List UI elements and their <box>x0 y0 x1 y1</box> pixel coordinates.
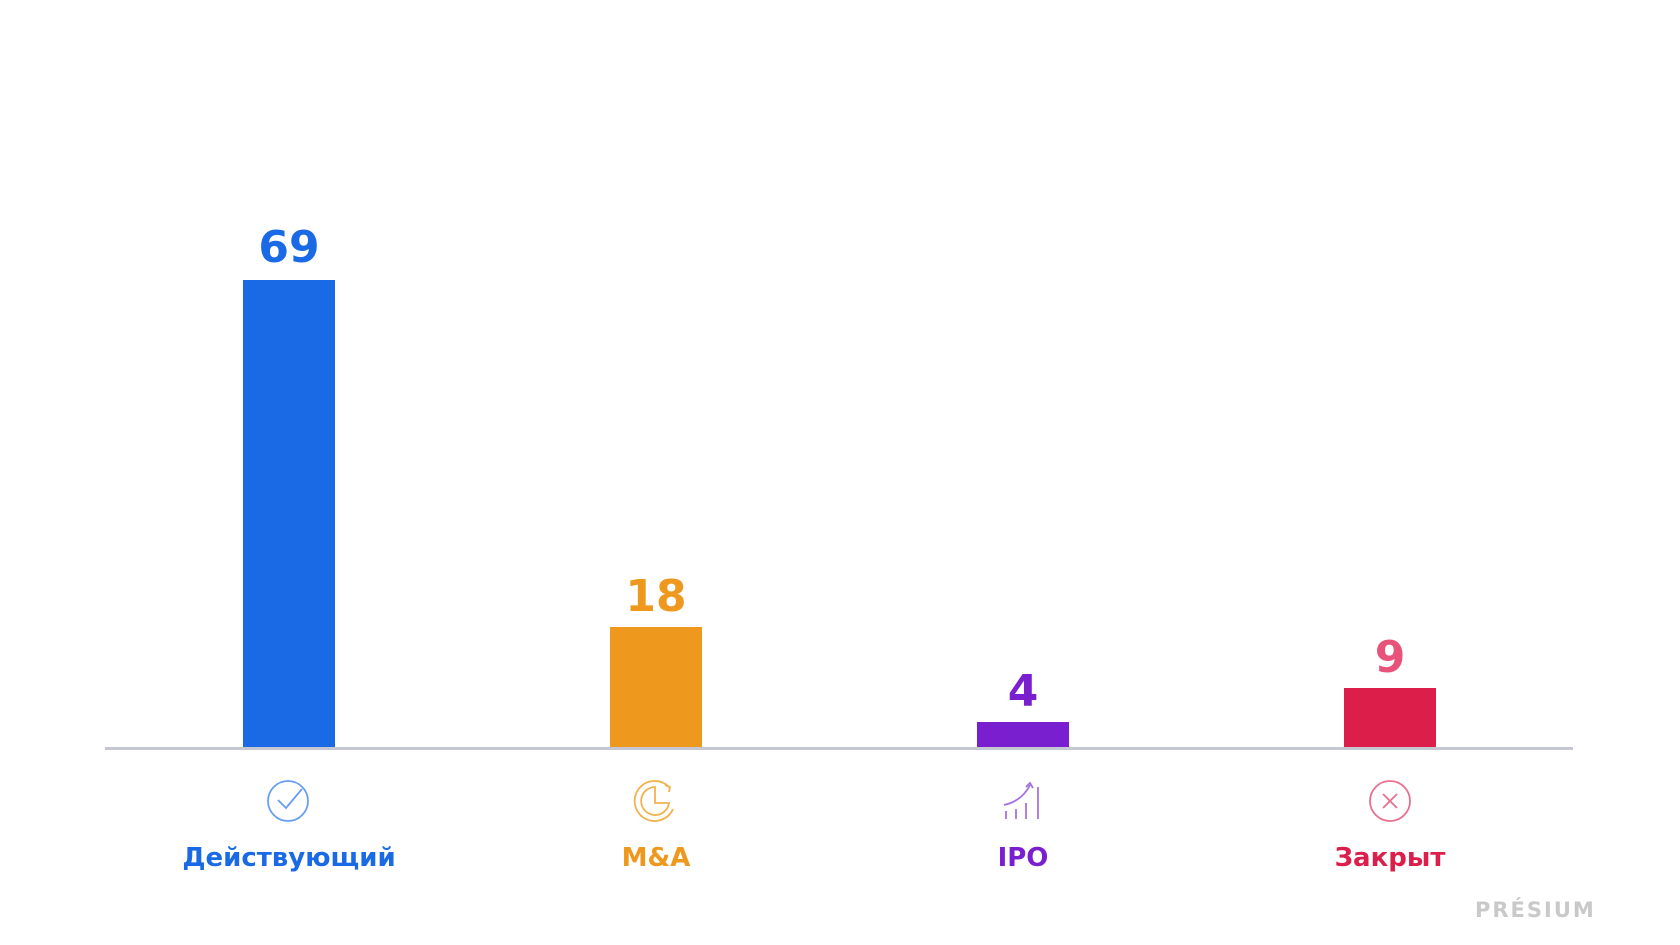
category-label-ipo: IPO <box>997 843 1049 873</box>
bar-closed <box>1344 688 1436 747</box>
category-label-ma: M&A <box>621 843 691 873</box>
bar-active <box>243 280 335 747</box>
brand-logo: PRÉSIUM <box>1475 898 1596 922</box>
bar-ma <box>610 627 702 747</box>
category-label-active: Действующий <box>182 843 396 873</box>
value-label-active: 69 <box>258 222 320 273</box>
bar-ipo <box>977 722 1069 747</box>
pie-chart-refresh-icon <box>631 775 681 825</box>
category-label-closed: Закрыт <box>1334 843 1446 873</box>
value-label-ipo: 4 <box>1007 666 1039 717</box>
x-axis-line <box>105 747 1573 750</box>
value-label-ma: 18 <box>625 571 687 622</box>
check-circle-icon <box>264 775 314 825</box>
growth-bars-icon <box>998 775 1048 825</box>
x-circle-icon <box>1365 775 1415 825</box>
value-label-closed: 9 <box>1374 632 1406 683</box>
